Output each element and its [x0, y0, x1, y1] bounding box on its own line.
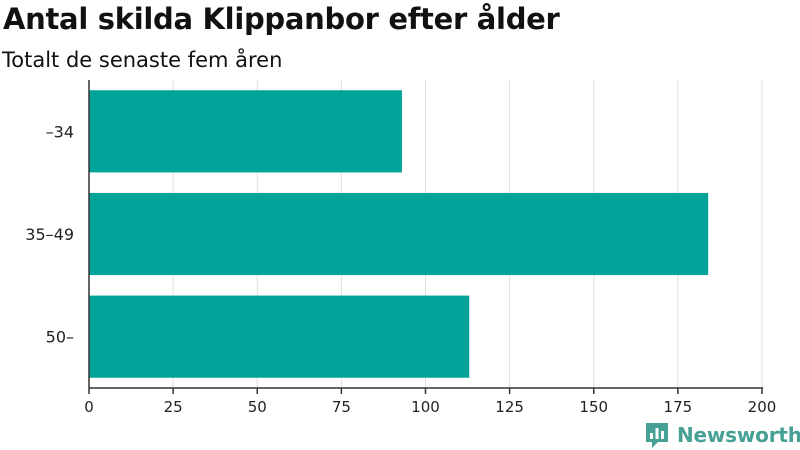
x-tick-label: 75	[332, 398, 351, 416]
x-axis: 0 25 50 75 100 125 150 175 200	[84, 80, 776, 416]
category-label: –34	[46, 122, 74, 141]
chart-title: Antal skilda Klippanbor efter ålder	[3, 2, 560, 36]
x-tick-label: 0	[84, 398, 94, 416]
category-labels: –34 35–49 50–	[25, 122, 74, 346]
category-label: 50–	[46, 328, 74, 347]
newsworthy-logo-icon	[646, 423, 668, 448]
brand-name: Newsworthy	[677, 423, 800, 447]
x-tick-label: 125	[495, 398, 524, 416]
brand-logo: Newsworthy	[644, 420, 800, 450]
bar	[89, 295, 470, 378]
bar	[89, 90, 402, 173]
x-tick-label: 200	[748, 398, 777, 416]
x-tick-label: 150	[579, 398, 608, 416]
bar	[89, 192, 709, 276]
x-tick-label: 175	[664, 398, 693, 416]
chart-subtitle: Totalt de senaste fem åren	[2, 48, 283, 72]
x-tick-label: 25	[164, 398, 183, 416]
x-tick-label: 50	[248, 398, 267, 416]
category-label: 35–49	[25, 225, 74, 244]
x-tick-label: 100	[411, 398, 440, 416]
bars	[89, 90, 709, 378]
